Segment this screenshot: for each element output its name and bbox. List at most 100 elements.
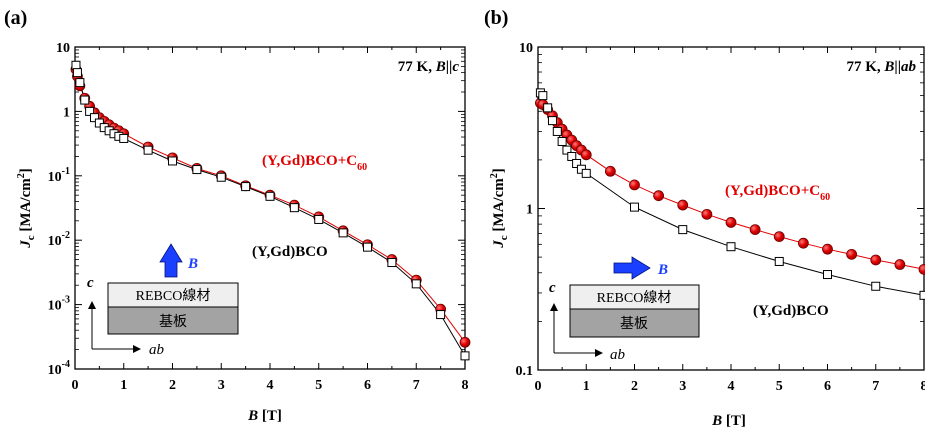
y-axis-close-a: ] <box>18 168 34 173</box>
data-point-plain <box>72 68 82 78</box>
data-point-c60 <box>773 231 785 242</box>
series-label-c60-b: (Y,Gd)BCO+C60 <box>725 183 830 203</box>
x-tick-label: 8 <box>462 378 469 393</box>
data-point-plain <box>143 145 153 155</box>
x-axis-unit-b: [T] <box>722 413 746 429</box>
condition-dir-b: ab <box>901 59 917 75</box>
x-tick-label: 0 <box>72 378 79 393</box>
data-point-plain <box>192 165 202 175</box>
x-axis-symbol-a: B <box>247 408 258 424</box>
c-axis-label-a: c <box>87 275 94 291</box>
data-point-c60 <box>604 165 616 177</box>
data-point-plain <box>94 118 104 128</box>
data-point-plain <box>265 191 275 201</box>
x-tick-label: 2 <box>631 379 638 394</box>
data-point-plain <box>436 310 446 320</box>
condition-rel-a: || <box>446 59 453 75</box>
data-point-plain <box>678 225 688 235</box>
x-tick-label: 2 <box>169 378 176 393</box>
y-axis-unit-b: [MA/cm <box>491 178 507 236</box>
x-tick-label: 1 <box>583 379 590 394</box>
data-markers-a <box>70 60 471 361</box>
condition-label-b: 77 K, B||ab <box>846 59 916 75</box>
data-point-plain <box>547 116 557 126</box>
data-point-c60 <box>580 149 592 161</box>
y-axis-sub-b: c <box>498 235 510 240</box>
c-axis-label-b: c <box>549 280 556 296</box>
data-point-plain <box>919 290 925 300</box>
data-point-c60 <box>797 237 809 249</box>
y-tick-label: 0.1 <box>516 364 534 379</box>
y-axis-title-b: Jc [MA/cm2] <box>489 168 510 248</box>
ticks-a: 0 1 2 3 4 5 6 7 8 10-4 10-3 10-2 10-1 1 10 <box>48 41 469 393</box>
inset-diagram-a: B REBCO線材 基板 c ab <box>87 243 239 358</box>
panel-label-a: (a) <box>4 7 27 29</box>
series-label-plain-a: (Y,Gd)BCO <box>252 244 328 260</box>
data-point-plain <box>871 281 881 291</box>
y-tick-label: 10 <box>56 41 70 56</box>
data-point-c60 <box>701 208 713 220</box>
panel-a: (a) 0 1 2 3 4 5 6 7 8 10-4 10-3 10-2 10-1 1 10 77 K, B… <box>4 7 471 424</box>
x-tick-label: 5 <box>315 378 322 393</box>
data-point-c60 <box>725 217 737 228</box>
series-sub-c60-b: 60 <box>820 192 830 203</box>
data-point-c60 <box>918 263 925 275</box>
x-axis-title-b: B [T] <box>711 413 746 429</box>
y-tick-label: 10-4 <box>48 359 70 378</box>
y-axis-unit-a: [MA/cm <box>18 178 34 236</box>
series-name-c60-a: (Y,Gd)BCO+C <box>262 153 357 169</box>
condition-temp-a: 77 K, <box>398 59 436 75</box>
data-point-c60 <box>677 199 689 211</box>
data-point-c60 <box>846 248 858 260</box>
film-label-a: REBCO線材 <box>136 288 211 304</box>
y-tick-label: 10-1 <box>48 166 70 185</box>
y-tick-label: 10-3 <box>48 295 70 314</box>
data-point-plain <box>80 95 90 105</box>
y-tick-label: 1 <box>526 203 533 218</box>
panel-label-b: (b) <box>484 7 508 29</box>
data-point-c60 <box>870 254 882 266</box>
ab-axis-label-a: ab <box>149 342 165 358</box>
y-axis-close-b: ] <box>491 168 507 173</box>
condition-b-a: B <box>435 59 446 75</box>
y-tick-label: 1 <box>63 105 70 120</box>
data-point-plain <box>338 228 348 238</box>
film-layer-b <box>569 284 700 310</box>
film-layer-a <box>107 282 239 308</box>
x-tick-label: 3 <box>218 378 225 393</box>
data-point-plain <box>363 242 372 252</box>
x-tick-label: 5 <box>776 379 783 394</box>
substrate-layer-a <box>107 306 239 335</box>
series-name-c60-b: (Y,Gd)BCO+C <box>725 183 820 199</box>
film-label-b: REBCO線材 <box>597 290 672 306</box>
x-tick-label: 1 <box>120 378 127 393</box>
data-point-plain <box>774 256 784 266</box>
y-axis-sup-a: 2 <box>16 173 27 178</box>
x-tick-label: 6 <box>364 378 371 393</box>
x-axis-title-a: B [T] <box>247 408 282 424</box>
data-point-plain <box>552 126 562 136</box>
x-tick-label: 0 <box>535 379 542 394</box>
x-tick-label: 4 <box>728 379 735 394</box>
condition-label-a: 77 K, B||c <box>398 59 460 75</box>
data-point-plain <box>557 136 567 146</box>
y-axis-title-a: Jc [MA/cm2] <box>16 168 37 248</box>
y-axis-j-b: J <box>491 240 507 249</box>
substrate-label-a: 基板 <box>159 313 187 330</box>
substrate-label-b: 基板 <box>620 315 648 332</box>
data-point-plain <box>168 156 177 166</box>
data-point-c60 <box>894 259 906 270</box>
x-tick-label: 7 <box>872 379 879 394</box>
x-tick-label: 3 <box>679 379 686 394</box>
data-point-plain <box>543 103 553 113</box>
field-label-b: B <box>657 262 668 278</box>
x-tick-label: 8 <box>921 379 925 394</box>
data-point-plain <box>119 133 129 143</box>
ab-axis-label-b: ab <box>610 347 626 363</box>
data-point-plain <box>314 214 324 224</box>
data-point-plain <box>581 168 591 178</box>
x-axis-symbol-b: B <box>711 413 722 429</box>
data-point-c60 <box>749 224 761 236</box>
condition-temp-b: 77 K, <box>846 59 884 75</box>
